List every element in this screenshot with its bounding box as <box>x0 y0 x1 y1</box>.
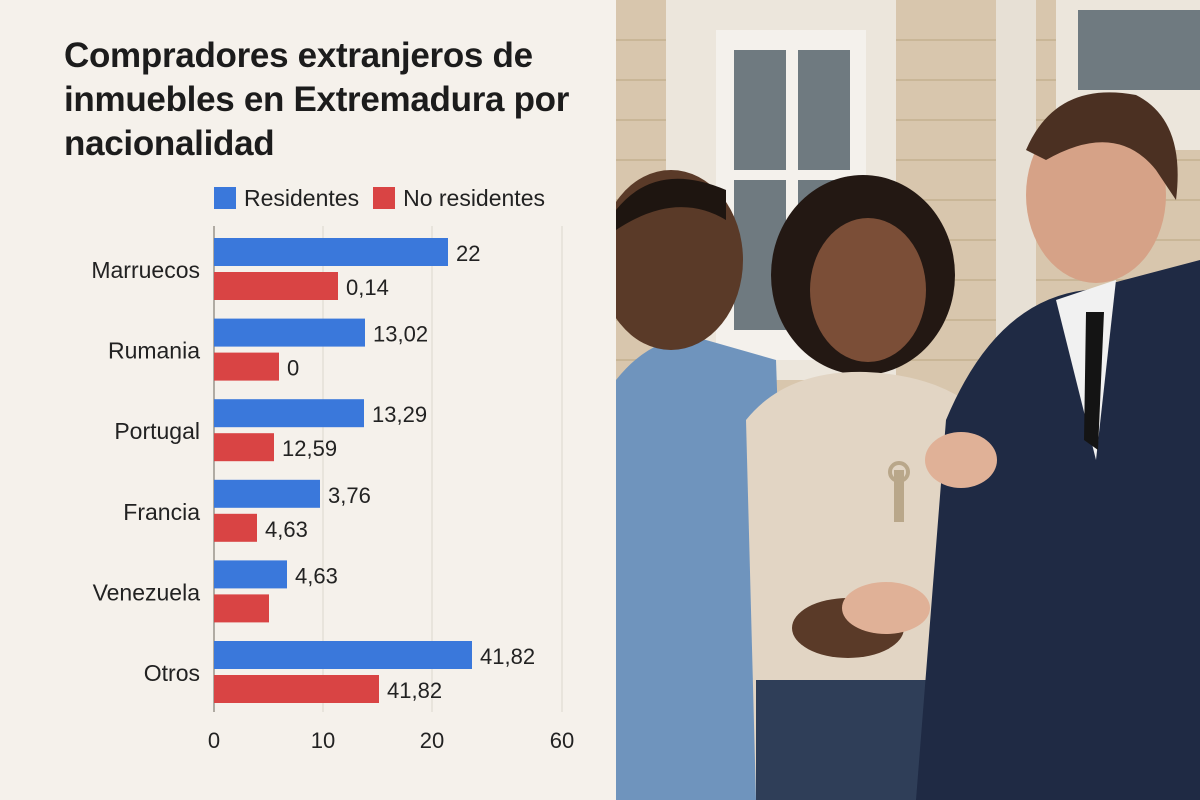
legend-item-no-residentes: No residentes <box>373 185 545 212</box>
bar-residentes <box>214 560 287 589</box>
data-label: 4,63 <box>265 517 308 542</box>
bar-chart: 0 10 20 60 Marruecos 22 0,14 Rumania 13,02 0 Portu… <box>91 226 574 753</box>
data-label: 4,63 <box>295 563 338 588</box>
bar-no-residentes <box>214 272 338 300</box>
data-label: 13,29 <box>372 402 427 427</box>
chart-legend: Residentes No residentes <box>214 184 545 212</box>
bar-residentes <box>214 399 364 428</box>
legend-label-no-residentes: No residentes <box>403 184 545 211</box>
data-label: 22 <box>456 241 480 266</box>
x-tick-label: 20 <box>420 728 444 753</box>
handshake-key-handover-photo <box>616 0 1200 800</box>
data-label: 13,02 <box>373 322 428 347</box>
category-label: Otros <box>144 660 200 686</box>
category-label: Portugal <box>114 418 200 444</box>
photo-panel <box>616 0 1200 800</box>
data-label: 12,59 <box>282 436 337 461</box>
category-label: Marruecos <box>91 257 200 283</box>
bar-residentes <box>214 479 320 508</box>
bar-residentes <box>214 318 365 347</box>
chart-title: Compradores extranjeros de inmuebles en … <box>64 36 570 163</box>
legend-item-residentes: Residentes <box>214 185 359 212</box>
data-label: 41,82 <box>387 678 442 703</box>
bar-no-residentes <box>214 594 269 623</box>
data-label: 41,82 <box>480 644 535 669</box>
chart-panel: Compradores extranjeros de inmuebles en … <box>64 36 575 753</box>
legend-swatch-no-residentes <box>373 187 396 209</box>
bar-no-residentes <box>214 433 274 462</box>
category-label: Venezuela <box>93 579 201 605</box>
legend-swatch-residentes <box>214 187 236 209</box>
data-label: 3,76 <box>328 483 371 508</box>
x-tick-label: 0 <box>208 728 220 753</box>
bar-no-residentes <box>214 352 279 381</box>
data-label: 0,14 <box>346 275 389 300</box>
bar-no-residentes <box>214 513 257 542</box>
x-tick-label: 60 <box>550 728 574 753</box>
x-tick-label: 10 <box>311 728 335 753</box>
bar-no-residentes <box>214 675 379 703</box>
bar-residentes <box>214 641 472 669</box>
data-label: 0 <box>287 356 299 381</box>
category-label: Rumania <box>108 338 200 364</box>
legend-label-residentes: Residentes <box>244 184 360 211</box>
bar-residentes <box>214 238 448 266</box>
category-label: Francia <box>123 499 200 525</box>
